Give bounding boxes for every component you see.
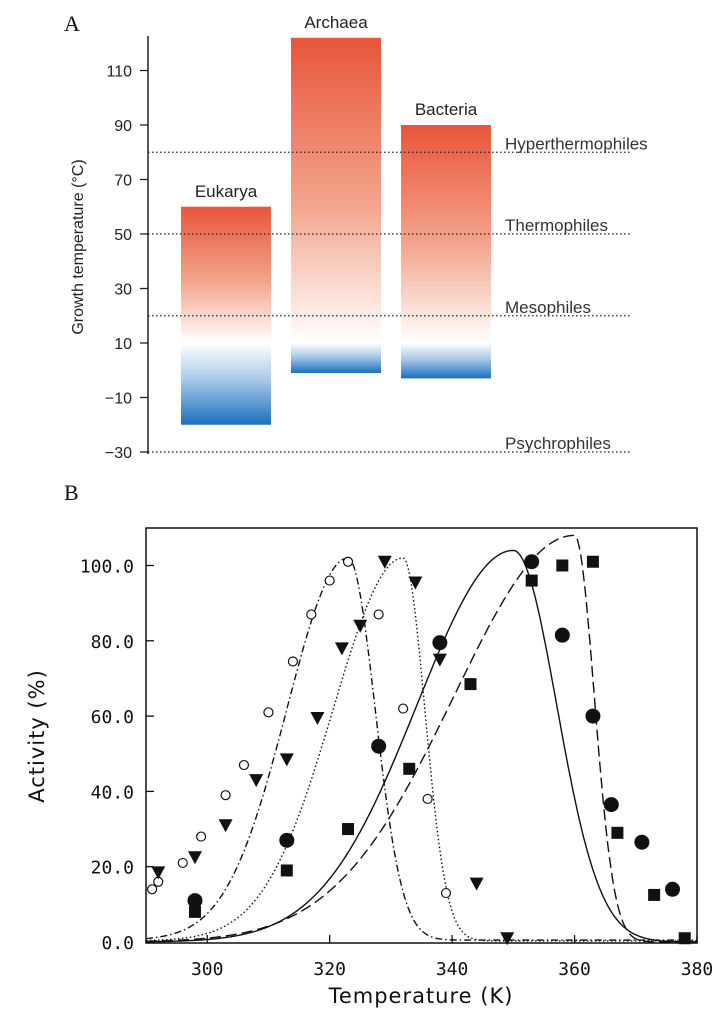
data-point-filled-triangle [279,753,294,767]
panel-b-y-tick-label: 60.0 [91,707,134,728]
panel-b-y-axis-label: Activity (%) [25,669,49,803]
data-point-filled-triangle [500,932,515,946]
threshold-label-thermophiles: Thermophiles [505,216,608,235]
fit-curve-filled-triangle-down [146,557,697,942]
data-point-open-circle [324,575,335,586]
bar-label-bacteria: Bacteria [415,100,478,119]
data-point-open-circle [342,556,354,567]
data-point-filled-triangle [218,819,233,833]
data-point-open-circle [306,609,317,620]
panel-b-x-tick-label: 360 [558,959,591,980]
panel-a-y-tick-label: 30 [114,282,132,299]
data-point-filled-square [342,823,355,836]
panel-b-y-tick-label: 20.0 [91,858,134,879]
panel-b-x-tick-label: 380 [681,959,714,980]
panel-b-data-points [147,554,691,946]
data-point-filled-square [280,864,293,877]
data-point-filled-triangle [408,576,423,590]
data-point-filled-triangle [377,555,392,569]
data-point-filled-triangle [151,866,166,880]
panel-b-plot-frame [145,527,698,944]
data-point-filled-circle [279,832,295,848]
panel-a-y-tick-label: 50 [114,227,132,244]
bar-label-archaea: Archaea [304,13,368,32]
data-point-filled-triangle [249,774,264,788]
panel-b-y-tick-label: 0.0 [101,933,134,954]
data-point-filled-circle [187,893,203,909]
data-point-open-circle [287,656,299,667]
fit-curve-filled-square [146,534,697,943]
data-point-open-circle [422,793,433,805]
data-point-filled-triangle [353,619,368,633]
data-point-filled-square [188,905,201,918]
panel-b: B Activity (%) Temperature (K) 300 320 340… [25,480,713,1008]
data-point-filled-square [678,932,691,945]
fit-curve-filled-circle [146,549,698,943]
threshold-label-mesophiles: Mesophiles [505,298,591,317]
data-point-open-circle [147,884,158,895]
data-point-open-circle [373,609,384,620]
data-point-open-circle [440,887,452,899]
panel-a-y-tick-label: −30 [105,445,132,462]
bar-cold-eukarya [181,343,271,425]
panel-b-x-tick-label: 320 [313,959,346,980]
fit-curve-open-circle [145,557,697,941]
bar-cold-archaea [291,343,381,373]
data-point-open-circle [238,759,250,771]
data-point-filled-triangle [310,711,325,725]
panel-b-x-axis-label: Temperature (K) [328,984,514,1008]
panel-a-letter: A [64,11,80,36]
data-point-filled-square [525,574,538,587]
panel-a: A Growth temperature (°C) 110 90 70 50 30 10 −… [64,11,648,462]
panel-a-y-tick-label: 90 [114,118,132,135]
panel-a-y-tick-label: −10 [105,391,132,408]
data-point-filled-triangle [334,642,349,656]
data-point-filled-square [403,762,416,775]
bar-warm-eukarya [181,206,271,343]
data-point-filled-circle [603,797,619,813]
bar-warm-bacteria [401,125,491,343]
threshold-label-psychrophiles: Psychrophiles [505,434,611,453]
data-point-filled-triangle [432,653,447,667]
panel-a-bars: Eukarya Archaea Bacteria [181,13,491,425]
panel-b-y-tick-label: 100.0 [80,557,134,578]
panel-b-x-tick-label: 300 [191,959,224,980]
data-point-open-circle [220,790,231,801]
data-point-filled-square [556,559,569,572]
data-point-open-circle [177,857,188,869]
data-point-open-circle [196,831,207,842]
threshold-label-hyperthermophiles: Hyperthermophiles [505,134,648,153]
bar-cold-bacteria [401,343,491,379]
panel-a-y-ticks: 110 90 70 50 30 10 −10 −30 [105,64,148,462]
data-point-filled-square [464,678,477,691]
panel-b-y-tick-label: 40.0 [91,782,134,803]
data-point-filled-triangle [469,877,484,891]
panel-a-y-tick-label: 70 [114,173,132,190]
panel-b-fit-curves [145,534,698,943]
data-point-filled-circle [554,627,570,643]
panel-a-y-tick-label: 10 [114,336,132,353]
data-point-filled-circle [432,635,448,651]
panel-a-thresholds: Hyperthermophiles Thermophiles Mesophiles P… [148,134,648,453]
panel-b-letter: B [64,480,79,505]
panel-a-y-tick-label: 110 [106,64,132,81]
panel-b-x-tick-label: 340 [436,959,469,980]
data-point-open-circle [263,707,274,718]
data-point-filled-square [648,888,661,901]
bar-label-eukarya: Eukarya [195,182,258,201]
data-point-filled-circle [634,834,650,850]
data-point-filled-square [611,826,624,839]
data-point-filled-circle [371,738,387,754]
data-point-filled-square [586,555,599,568]
panel-b-ticks: 300 320 340 360 380 0.0 20.0 40.0 60.0 80.0 100.0 [80,557,713,981]
panel-b-y-tick-label: 80.0 [91,632,134,653]
data-point-filled-circle [665,881,681,897]
data-point-filled-circle [524,554,540,570]
data-point-open-circle [398,703,409,714]
bar-warm-archaea [291,37,381,344]
data-point-filled-triangle [187,851,202,865]
panel-a-y-axis-label: Growth temperature (°C) [70,159,87,334]
data-point-filled-circle [585,708,601,724]
